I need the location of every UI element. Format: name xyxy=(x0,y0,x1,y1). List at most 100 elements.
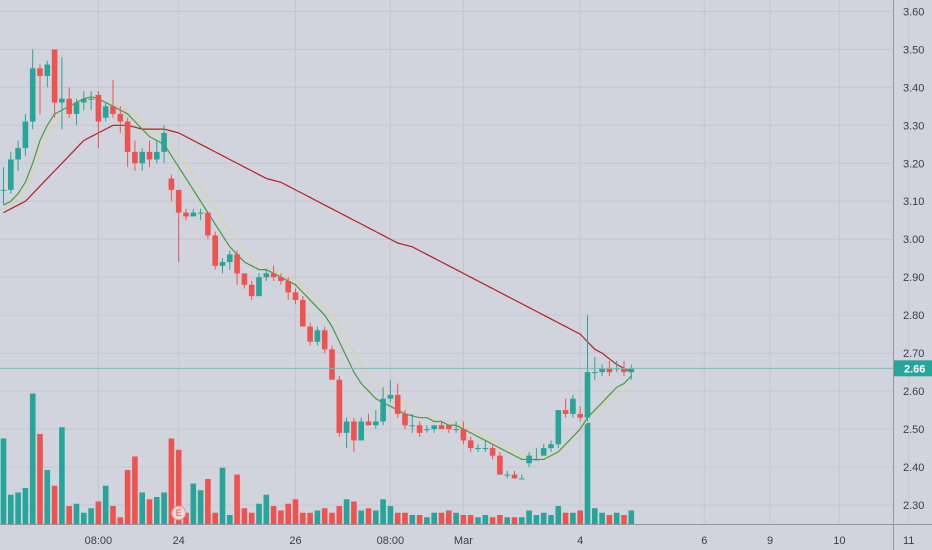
candle-up[interactable] xyxy=(482,440,489,452)
candle-up[interactable] xyxy=(29,49,36,130)
candle-up[interactable] xyxy=(139,148,145,171)
volume-bar xyxy=(533,515,540,524)
candle-down[interactable] xyxy=(336,375,343,437)
candle-down[interactable] xyxy=(248,280,255,300)
candle-up[interactable] xyxy=(197,208,204,221)
candle-up[interactable] xyxy=(73,98,80,126)
candle-body xyxy=(329,349,335,380)
candle-down[interactable] xyxy=(365,413,372,426)
candle-down[interactable] xyxy=(467,436,474,452)
candle-up[interactable] xyxy=(387,379,394,403)
candle-down[interactable] xyxy=(489,444,496,460)
candle-body xyxy=(102,106,109,118)
candle-down[interactable] xyxy=(175,189,182,262)
candle-up[interactable] xyxy=(599,364,605,376)
volume-bar xyxy=(438,512,445,524)
candle-up[interactable] xyxy=(59,56,65,130)
candle-up[interactable] xyxy=(263,269,270,281)
candle-down[interactable] xyxy=(511,470,518,479)
candle-down[interactable] xyxy=(234,250,240,285)
candle-down[interactable] xyxy=(117,106,124,133)
candle-down[interactable] xyxy=(460,421,467,445)
candle-down[interactable] xyxy=(124,117,131,168)
candle-down[interactable] xyxy=(300,296,306,327)
candle-body xyxy=(22,121,29,149)
candle-up[interactable] xyxy=(555,410,562,449)
candle-down[interactable] xyxy=(438,421,445,430)
candle-up[interactable] xyxy=(424,425,430,433)
candle-up[interactable] xyxy=(81,91,87,111)
candle-down[interactable] xyxy=(241,273,248,289)
candle-up[interactable] xyxy=(154,140,160,164)
candle-body xyxy=(59,98,65,103)
candle-down[interactable] xyxy=(446,425,452,433)
candle-up[interactable] xyxy=(380,387,386,426)
candle-up[interactable] xyxy=(102,102,109,122)
candle-down[interactable] xyxy=(51,49,58,118)
candle-up[interactable] xyxy=(409,413,416,433)
candle-up[interactable] xyxy=(314,326,321,346)
candle-up[interactable] xyxy=(190,208,197,217)
candle-up[interactable] xyxy=(15,140,21,171)
candle-down[interactable] xyxy=(168,174,175,202)
candle-up[interactable] xyxy=(44,60,51,88)
candle-down[interactable] xyxy=(110,79,116,118)
candle-up[interactable] xyxy=(540,444,547,456)
candle-up[interactable] xyxy=(431,425,437,433)
volume-bar xyxy=(548,515,554,524)
candle-down[interactable] xyxy=(321,326,328,354)
candle-up[interactable] xyxy=(256,273,262,297)
candle-down[interactable] xyxy=(562,398,569,418)
candle-up[interactable] xyxy=(343,417,350,449)
volume-bar xyxy=(227,515,233,524)
candle-down[interactable] xyxy=(95,91,102,149)
volume-bar xyxy=(373,510,379,524)
candle-up[interactable] xyxy=(161,125,167,164)
candle-down[interactable] xyxy=(307,322,313,346)
candle-up[interactable] xyxy=(373,410,379,430)
candle-up[interactable] xyxy=(533,448,540,461)
earnings-marker-icon[interactable] xyxy=(171,505,187,521)
candle-up[interactable] xyxy=(519,474,525,480)
candle-down[interactable] xyxy=(205,212,211,240)
candle-up[interactable] xyxy=(548,440,554,452)
candle-up[interactable] xyxy=(475,444,481,452)
candle-up[interactable] xyxy=(0,167,7,206)
time-axis[interactable]: 08:00 24 26 08:00 Mar 4 6 9 10 11 xyxy=(0,524,932,548)
candle-down[interactable] xyxy=(183,208,189,221)
candle-down[interactable] xyxy=(416,421,423,437)
candle-down[interactable] xyxy=(329,345,335,380)
candle-down[interactable] xyxy=(292,288,299,304)
volume-bar xyxy=(467,515,474,524)
candle-up[interactable] xyxy=(227,250,233,270)
candle-down[interactable] xyxy=(577,406,583,422)
candle-down[interactable] xyxy=(146,140,153,168)
candle-down[interactable] xyxy=(37,64,43,114)
candle-up[interactable] xyxy=(88,91,94,111)
candle-down[interactable] xyxy=(285,277,291,300)
volume-bar xyxy=(73,503,80,524)
candle-up[interactable] xyxy=(628,364,635,380)
candle-down[interactable] xyxy=(351,417,357,452)
candle-up[interactable] xyxy=(526,451,532,468)
candle-up[interactable] xyxy=(504,470,510,479)
price-axis[interactable]: 3.60 3.50 3.40 3.30 3.20 3.10 3.00 2.90 2.80 2.70… xyxy=(893,0,932,550)
candle-down[interactable] xyxy=(278,273,284,285)
candle-down[interactable] xyxy=(497,451,503,475)
candle-body xyxy=(168,178,175,190)
candle-down[interactable] xyxy=(132,140,138,171)
candle-down[interactable] xyxy=(66,87,72,118)
candle-up[interactable] xyxy=(453,421,459,433)
candle-down[interactable] xyxy=(402,410,408,430)
candle-down[interactable] xyxy=(212,231,218,270)
candle-up[interactable] xyxy=(358,417,364,441)
volume-bar xyxy=(511,517,518,524)
candle-down[interactable] xyxy=(270,265,277,281)
candle-up[interactable] xyxy=(22,113,29,156)
candle-up[interactable] xyxy=(8,151,14,194)
candle-up[interactable] xyxy=(219,258,226,274)
candle-up[interactable] xyxy=(570,394,576,418)
volume-bar xyxy=(146,499,153,524)
candle-down[interactable] xyxy=(394,383,401,418)
